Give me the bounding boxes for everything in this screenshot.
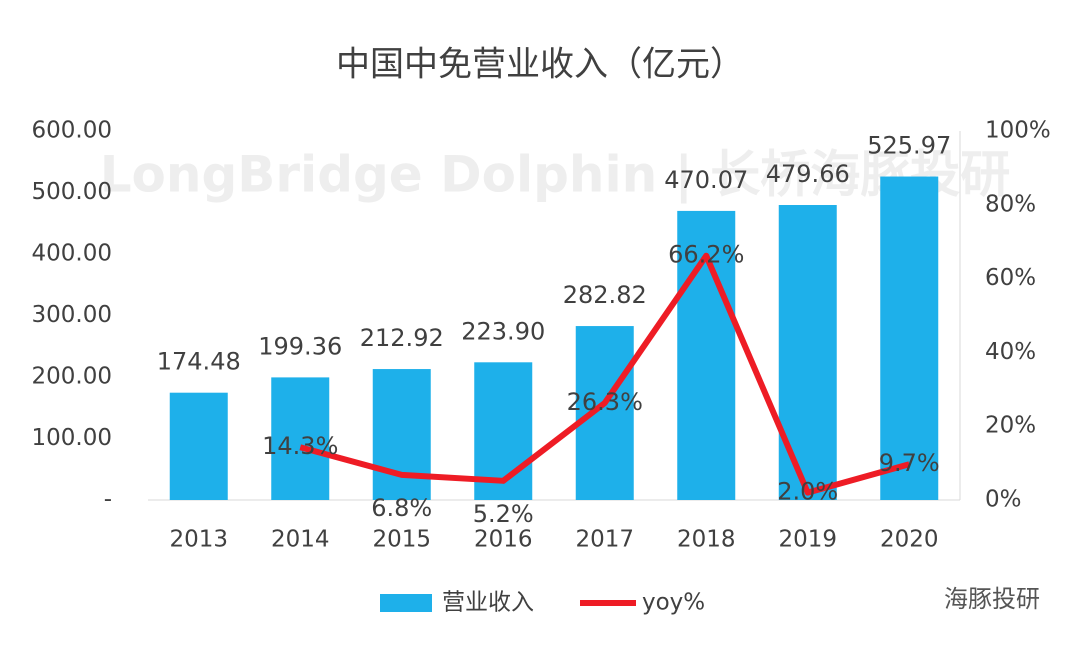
data-label: 6.8% [371,494,432,522]
logo-text: 海豚投研 [944,585,1040,613]
x-tick-label: 2013 [169,527,228,553]
data-label: 14.3% [262,432,338,460]
data-label: 470.07 [664,166,748,194]
bar [169,392,228,500]
y-tick-label: 100.00 [32,425,112,451]
data-label: 174.48 [157,348,241,376]
chart-title: 中国中免营业收入（亿元） [336,45,744,85]
x-tick-label: 2015 [372,527,431,553]
legend-swatch [380,594,432,612]
data-label: 199.36 [258,332,342,360]
line [299,252,911,496]
data-label: 223.90 [461,317,545,345]
data-label: 479.66 [766,160,850,188]
bar [880,176,939,500]
x-tick-label: 2020 [880,527,939,553]
x-tick-label: 2014 [271,527,330,553]
data-label: 282.82 [563,281,647,309]
y2-tick-label: 40% [985,339,1036,365]
y2-tick-label: 100% [985,118,1051,144]
bar [575,326,634,500]
y-tick-label: 500.00 [32,179,112,205]
watermark: LongBridge Dolphin | 长桥海豚投研 [100,146,1011,204]
y2-tick-label: 80% [985,191,1036,217]
legend-label: yoy% [642,590,705,616]
data-label: 5.2% [473,500,534,528]
data-label: 9.7% [879,449,940,477]
data-label: 525.97 [867,132,951,160]
data-label: 26.3% [567,388,643,416]
legend-label: 营业收入 [442,590,534,616]
y-tick-label: 300.00 [32,302,112,328]
data-label: 212.92 [360,324,444,352]
x-tick-label: 2017 [575,527,634,553]
y2-tick-label: 60% [985,265,1036,291]
y-tick-label: - [104,487,112,513]
data-label: 2.0% [777,478,838,506]
bar [778,205,837,500]
y-tick-label: 600.00 [32,118,112,144]
x-tick-label: 2016 [474,527,533,553]
y-tick-label: 200.00 [32,364,112,390]
x-tick-label: 2019 [778,527,837,553]
y2-tick-label: 20% [985,413,1036,439]
y-tick-label: 400.00 [32,241,112,267]
bar [271,377,330,500]
bar [372,369,431,500]
y2-tick-label: 0% [985,487,1022,513]
x-tick-label: 2018 [677,527,736,553]
data-label: 66.2% [668,241,744,269]
